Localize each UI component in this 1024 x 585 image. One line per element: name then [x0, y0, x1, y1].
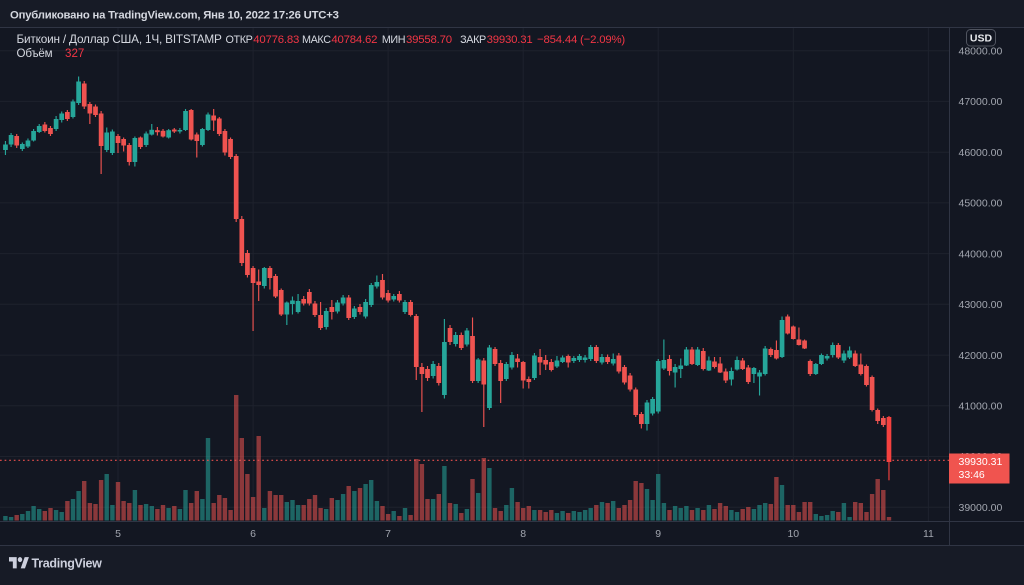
svg-text:46000.00: 46000.00 [959, 147, 1003, 159]
svg-text:ОТКР: ОТКР [226, 34, 253, 46]
svg-text:Биткоин / Доллар США, 1Ч, BITS: Биткоин / Доллар США, 1Ч, BITSTAMP [17, 32, 222, 46]
svg-text:Опубликовано на TradingView.co: Опубликовано на TradingView.com, Янв 10,… [10, 10, 339, 22]
svg-text:40776.83: 40776.83 [253, 34, 299, 46]
svg-text:5: 5 [115, 528, 121, 540]
svg-text:42000.00: 42000.00 [959, 350, 1003, 362]
svg-text:TradingView: TradingView [32, 557, 103, 571]
svg-text:МАКС: МАКС [302, 34, 331, 46]
svg-text:9: 9 [655, 528, 661, 540]
svg-text:ЗАКР: ЗАКР [460, 34, 486, 46]
svg-text:8: 8 [520, 528, 526, 540]
svg-text:39930.31: 39930.31 [487, 34, 533, 46]
svg-text:10: 10 [787, 528, 799, 540]
svg-text:−854.44 (−2.09%): −854.44 (−2.09%) [537, 34, 625, 46]
svg-text:48000.00: 48000.00 [959, 45, 1003, 57]
svg-text:43000.00: 43000.00 [959, 299, 1003, 311]
svg-text:39930.31: 39930.31 [959, 456, 1003, 468]
svg-text:45000.00: 45000.00 [959, 198, 1003, 210]
svg-text:МИН: МИН [382, 34, 405, 46]
svg-text:7: 7 [385, 528, 391, 540]
svg-text:41000.00: 41000.00 [959, 401, 1003, 413]
svg-text:47000.00: 47000.00 [959, 96, 1003, 108]
svg-text:40784.62: 40784.62 [331, 34, 377, 46]
svg-text:11: 11 [923, 528, 934, 540]
svg-text:327: 327 [65, 47, 84, 60]
svg-text:Объём: Объём [17, 47, 53, 60]
svg-text:33:46: 33:46 [959, 469, 985, 481]
svg-text:6: 6 [250, 528, 256, 540]
svg-text:44000.00: 44000.00 [959, 248, 1003, 260]
svg-text:39558.70: 39558.70 [406, 34, 452, 46]
svg-text:39000.00: 39000.00 [959, 502, 1003, 514]
svg-text:USD: USD [970, 33, 993, 45]
